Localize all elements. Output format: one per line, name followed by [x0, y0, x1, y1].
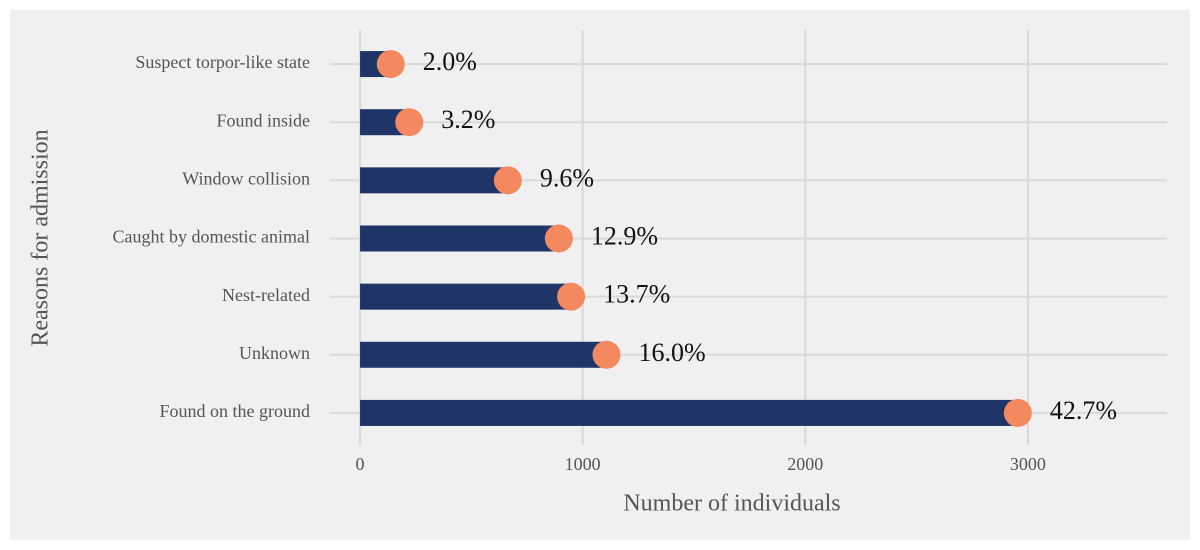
- x-axis-title: Number of individuals: [623, 491, 840, 517]
- y-tick-label: Suspect torpor-like state: [135, 52, 310, 72]
- y-axis-title: Reasons for admission: [28, 129, 54, 346]
- y-tick-label: Found on the ground: [160, 401, 311, 421]
- y-tick-label: Unknown: [239, 343, 310, 363]
- value-label: 2.0%: [423, 47, 477, 76]
- value-label: 13.7%: [603, 280, 670, 309]
- value-label: 12.9%: [591, 221, 658, 250]
- panel-background: [10, 10, 1190, 540]
- dot: [557, 282, 586, 311]
- y-tick-label: Caught by domestic animal: [113, 227, 310, 247]
- x-tick-label: 0: [356, 454, 365, 474]
- value-label: 3.2%: [441, 105, 495, 134]
- bar: [360, 283, 572, 310]
- value-label: 9.6%: [540, 163, 594, 192]
- x-tick-label: 3000: [1010, 454, 1046, 474]
- dot: [376, 50, 405, 79]
- bar: [360, 167, 508, 194]
- x-tick-label: 1000: [565, 454, 601, 474]
- bar: [360, 341, 607, 368]
- value-label: 16.0%: [638, 338, 705, 367]
- dot: [493, 166, 522, 195]
- dot: [395, 108, 424, 137]
- dot: [1003, 398, 1032, 427]
- y-tick-label: Found inside: [216, 110, 310, 130]
- value-label: 42.7%: [1050, 396, 1117, 425]
- bar: [360, 225, 559, 252]
- x-tick-label: 2000: [787, 454, 823, 474]
- bar: [360, 399, 1018, 426]
- dot: [592, 340, 621, 369]
- dot: [544, 224, 573, 253]
- y-tick-label: Window collision: [182, 168, 310, 188]
- y-tick-label: Nest-related: [222, 285, 310, 305]
